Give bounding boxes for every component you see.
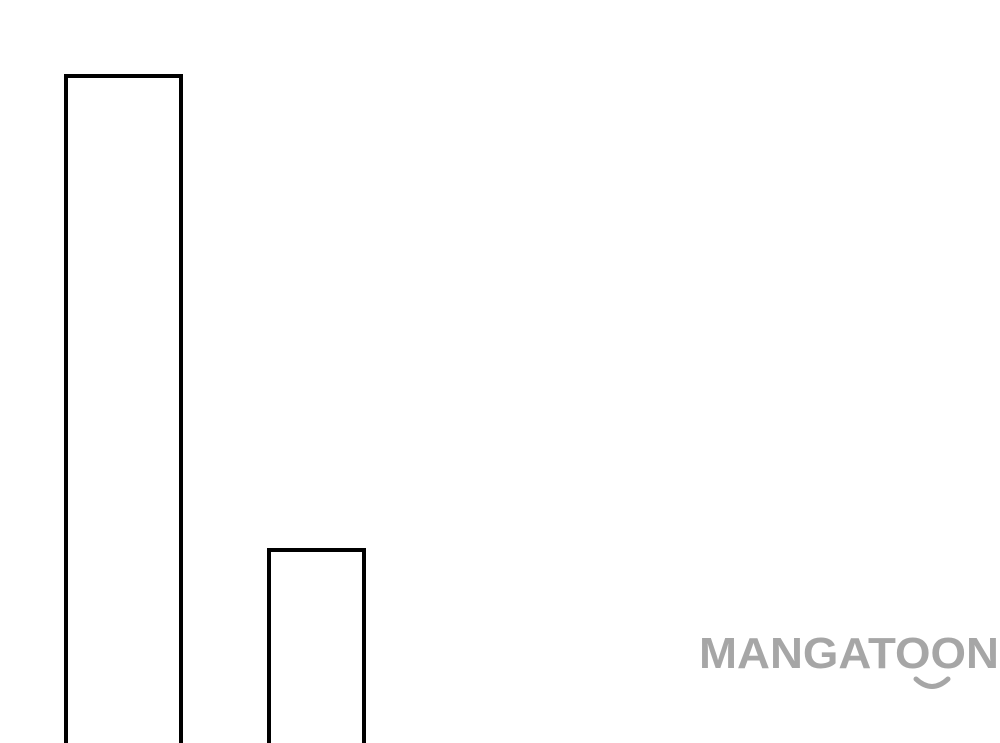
watermark-smile [913,676,951,689]
panel-border [64,74,183,743]
panel-border [267,548,366,743]
watermark: MANGATOON [699,629,999,678]
